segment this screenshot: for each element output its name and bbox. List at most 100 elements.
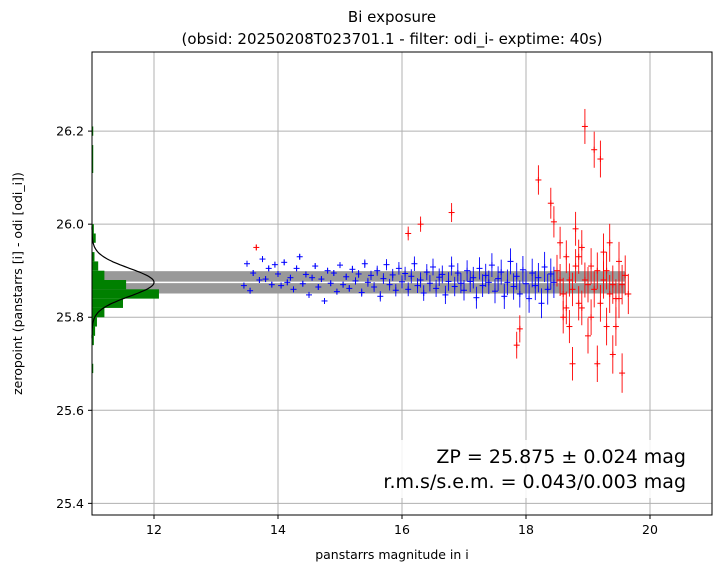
y-tick-label: 25.8: [56, 310, 84, 325]
used-point: [423, 264, 430, 281]
rejected-point: [622, 255, 629, 296]
used-point: [467, 270, 474, 293]
used-point: [262, 276, 269, 283]
rejected-point: [612, 307, 619, 346]
rejected-point: [566, 309, 573, 344]
used-point: [374, 265, 381, 276]
rejected-point: [606, 274, 613, 313]
used-point: [461, 280, 467, 301]
used-point: [402, 266, 409, 281]
used-point: [392, 284, 399, 297]
y-tick-label: 25.4: [56, 496, 84, 511]
used-point: [352, 277, 359, 285]
rejected-point: [516, 315, 523, 343]
used-point: [383, 259, 390, 271]
used-point: [492, 279, 498, 304]
rejected-point: [448, 203, 455, 223]
used-point: [371, 282, 378, 292]
rejected-point: [535, 165, 542, 195]
used-point: [306, 291, 312, 298]
rejected-point: [557, 226, 564, 259]
rejected-point: [578, 230, 585, 265]
rejected-point: [547, 187, 554, 219]
used-point: [256, 277, 263, 284]
used-point: [454, 263, 461, 283]
histogram-bar: [92, 280, 127, 290]
used-point: [411, 256, 418, 271]
rejected-point: [563, 291, 570, 325]
gaussian-curve: [91, 226, 155, 339]
used-point: [389, 268, 396, 281]
used-point: [420, 285, 427, 301]
histogram-bar: [92, 261, 99, 271]
rejected-point: [575, 286, 582, 321]
used-point: [433, 279, 440, 297]
used-point: [290, 286, 297, 293]
used-point: [284, 279, 291, 286]
chart-title: Bi exposure: [348, 8, 436, 26]
histogram-bar: [92, 270, 105, 281]
used-point: [247, 287, 254, 294]
rejected-point: [616, 279, 622, 319]
rejected-point: [550, 206, 557, 238]
y-tick-label: 26.0: [56, 217, 84, 232]
used-point: [333, 288, 340, 295]
used-point: [482, 263, 489, 287]
used-point: [340, 281, 347, 288]
used-point: [302, 271, 309, 278]
rejected-point: [603, 251, 610, 290]
used-point: [516, 280, 523, 308]
used-point: [315, 283, 322, 290]
used-point: [430, 258, 436, 276]
rejected-point: [557, 264, 564, 297]
used-point: [321, 297, 328, 304]
used-point: [330, 270, 337, 277]
histogram-bar: [92, 298, 123, 308]
used-point: [488, 253, 495, 278]
used-point: [244, 260, 250, 267]
rejected-point: [563, 240, 570, 274]
used-point: [473, 286, 480, 309]
x-tick-label: 14: [270, 522, 286, 537]
zeropoint-annotation: ZP = 25.875 ± 0.024 mag: [436, 446, 686, 468]
x-axis-label: panstarrs magnitude in i: [315, 547, 469, 562]
y-axis-label: zeropoint (panstarrs [i] - odi [odi_i]): [10, 172, 25, 395]
rejected-point: [588, 248, 595, 284]
used-point: [358, 288, 365, 297]
used-point: [337, 262, 343, 269]
gaussian-fit: [91, 226, 155, 339]
chart-subtitle: (obsid: 20250208T023701.1 - filter: odi_…: [182, 30, 603, 49]
used-point: [349, 265, 356, 273]
used-point: [405, 282, 412, 297]
grid-lines: [92, 52, 712, 515]
y-tick-label: 25.6: [56, 403, 84, 418]
residual-histogram: [92, 126, 159, 374]
axis-ticks: 12 14 16 18 20 25.4 25.6 25.8 26.0 26.2: [56, 124, 658, 537]
used-point: [535, 262, 542, 293]
rejected-point: [600, 233, 607, 271]
used-point: [380, 273, 387, 285]
used-point: [426, 275, 433, 292]
rejected-point: [609, 335, 616, 374]
rejected-point: [513, 331, 520, 359]
rejected-point: [572, 249, 579, 283]
rejected-point: [594, 252, 601, 289]
rejected-point: [597, 140, 604, 178]
rejected-point: [588, 299, 595, 336]
used-point: [259, 256, 266, 263]
histogram-bar: [92, 126, 94, 136]
rms-annotation: r.m.s/s.e.m. = 0.043/0.003 mag: [383, 471, 686, 493]
used-point: [498, 259, 505, 285]
rejected-point: [572, 211, 579, 246]
used-point: [327, 280, 334, 287]
data-points: [240, 108, 632, 393]
used-point: [395, 262, 402, 275]
used-point: [399, 275, 405, 289]
used-point: [513, 262, 520, 290]
histogram-bar: [92, 233, 96, 243]
used-point: [324, 267, 331, 274]
rejected-point: [585, 266, 591, 303]
used-point: [417, 272, 424, 288]
used-point: [364, 277, 371, 287]
rejected-point: [575, 239, 582, 274]
